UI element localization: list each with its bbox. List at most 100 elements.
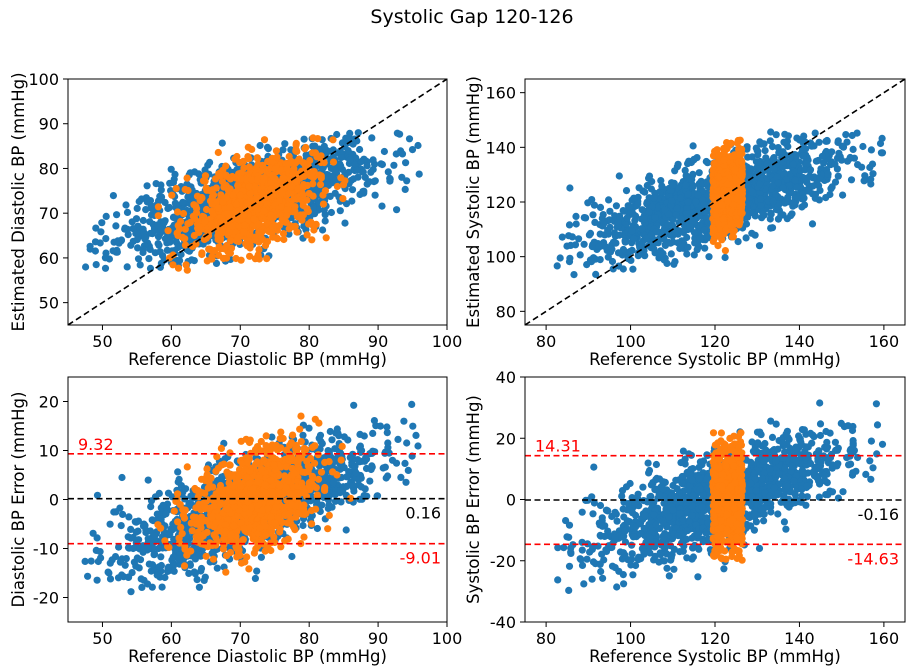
scatter-point (590, 201, 599, 209)
scatter-point (124, 231, 132, 239)
scatter-point (316, 181, 325, 189)
scatter-point (174, 264, 183, 272)
scatter-point (263, 238, 272, 246)
scatter-point (386, 177, 394, 185)
scatter-point (309, 180, 317, 188)
scatter-point (684, 243, 692, 251)
scatter-point (285, 189, 294, 197)
scatter-point (208, 207, 216, 215)
scatter-point (186, 195, 194, 203)
scatter-point (357, 157, 365, 166)
scatter-point (234, 233, 242, 241)
scatter-point (370, 178, 378, 186)
scatter-point (756, 195, 765, 203)
scatter-point (299, 191, 307, 199)
scatter-point (868, 160, 877, 168)
scatter-point (759, 140, 767, 148)
scatter-point (718, 201, 726, 209)
scatter-point (290, 195, 298, 203)
scatter-point (91, 238, 100, 246)
scatter-point (720, 156, 728, 164)
scatter-point (337, 174, 345, 182)
scatter-point (259, 161, 267, 169)
scatter-point (869, 170, 877, 178)
scatter-point (415, 170, 423, 178)
scatter-point (859, 142, 867, 151)
scatter-point (630, 235, 638, 243)
scatter-point (736, 136, 744, 144)
scatter-point (339, 181, 348, 189)
scatter-point (709, 178, 718, 186)
scatter-point (146, 245, 154, 253)
scatter-point (308, 236, 316, 244)
scatter-point (260, 207, 268, 215)
scatter-point (164, 227, 172, 235)
scatter-point (612, 202, 621, 210)
scatter-point (147, 503, 155, 511)
scatter-point (205, 232, 213, 240)
scatter-point (317, 174, 325, 182)
scatter-point (383, 429, 391, 437)
scatter-point (181, 225, 189, 233)
scatter-point (690, 251, 698, 259)
scatter-point (694, 191, 702, 199)
scatter-point (157, 196, 165, 204)
scatter-point (300, 172, 308, 180)
scatter-point (109, 192, 117, 200)
scatter-point (192, 240, 200, 248)
scatter-point (118, 473, 126, 482)
scatter-point (683, 250, 691, 258)
scatter-point (696, 234, 704, 242)
scatter-point (683, 210, 692, 218)
scatter-point (271, 165, 279, 173)
scatter-point (692, 198, 700, 206)
scatter-point (267, 179, 275, 188)
scatter-point (770, 165, 778, 174)
scatter-point (688, 176, 696, 184)
scatter-point (808, 220, 817, 228)
scatter-point (245, 183, 253, 191)
scatter-point (272, 234, 280, 242)
scatter-point (237, 169, 245, 177)
scatter-point (731, 175, 739, 183)
scatter-point (232, 200, 240, 208)
scatter-point (686, 223, 694, 231)
scatter-point (684, 198, 692, 206)
scatter-point (113, 211, 121, 219)
scatter-point (575, 235, 583, 243)
scatter-point (201, 177, 209, 185)
scatter-point (156, 248, 164, 256)
scatter-point (172, 184, 180, 193)
scatter-point (346, 129, 354, 137)
scatter-point (169, 179, 177, 187)
scatter-point (201, 172, 210, 180)
scatter-point (181, 185, 189, 194)
scatter-point (558, 233, 566, 241)
scatter-point (763, 160, 771, 168)
scatter-point (339, 195, 347, 203)
scatter-point (169, 261, 177, 269)
scatter-point (674, 160, 682, 168)
scatter-point (346, 156, 354, 164)
scatter-point (183, 266, 191, 274)
scatter-point (828, 183, 836, 191)
scatter-point (260, 174, 268, 182)
scatter-point (188, 256, 196, 264)
scatter-point (674, 239, 682, 247)
scatter-point (251, 574, 259, 583)
scatter-point (590, 238, 598, 246)
scatter-point (405, 135, 414, 143)
scatter-point (806, 166, 814, 175)
scatter-point (112, 222, 120, 230)
scatter-point (684, 160, 692, 168)
scatter-point (600, 219, 608, 228)
scatter-point (659, 230, 667, 238)
scatter-point (166, 203, 174, 212)
x-axis-label: Reference Systolic BP (mmHg) (589, 350, 841, 369)
scatter-point (867, 146, 876, 154)
scatter-point (122, 201, 130, 209)
scatter-point (318, 165, 326, 173)
scatter-point (614, 249, 623, 257)
scatter-point (273, 153, 281, 161)
scatter-point (86, 245, 94, 253)
